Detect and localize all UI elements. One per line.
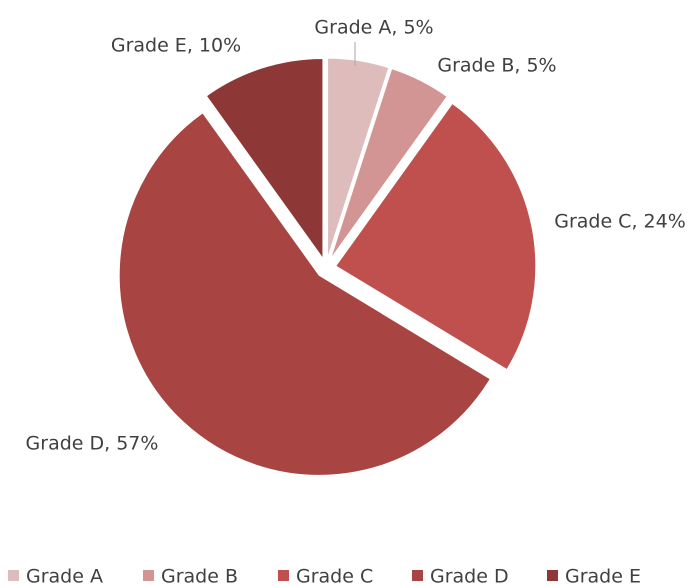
legend-swatch <box>143 570 154 581</box>
data-label: Grade E, 10% <box>111 35 241 57</box>
pie-slice <box>330 68 448 260</box>
pie-slice <box>205 57 324 261</box>
data-label: Grade D, 57% <box>26 433 159 455</box>
data-label: Grade B, 5% <box>437 55 556 77</box>
legend-label: Grade D <box>430 566 509 588</box>
pie-slice <box>327 57 390 259</box>
data-label: Grade A, 5% <box>314 17 433 39</box>
legend-swatch <box>278 570 289 581</box>
legend-label: Grade B <box>161 566 238 588</box>
data-label: Grade C, 24% <box>554 211 686 233</box>
legend-label: Grade C <box>296 566 373 588</box>
pie-slice <box>118 112 491 476</box>
legend-label: Grade E <box>565 566 641 588</box>
legend-label: Grade A <box>26 566 103 588</box>
legend-swatch <box>412 570 423 581</box>
legend-swatch <box>547 570 558 581</box>
legend-swatch <box>8 570 19 581</box>
pie-slice <box>335 102 537 371</box>
